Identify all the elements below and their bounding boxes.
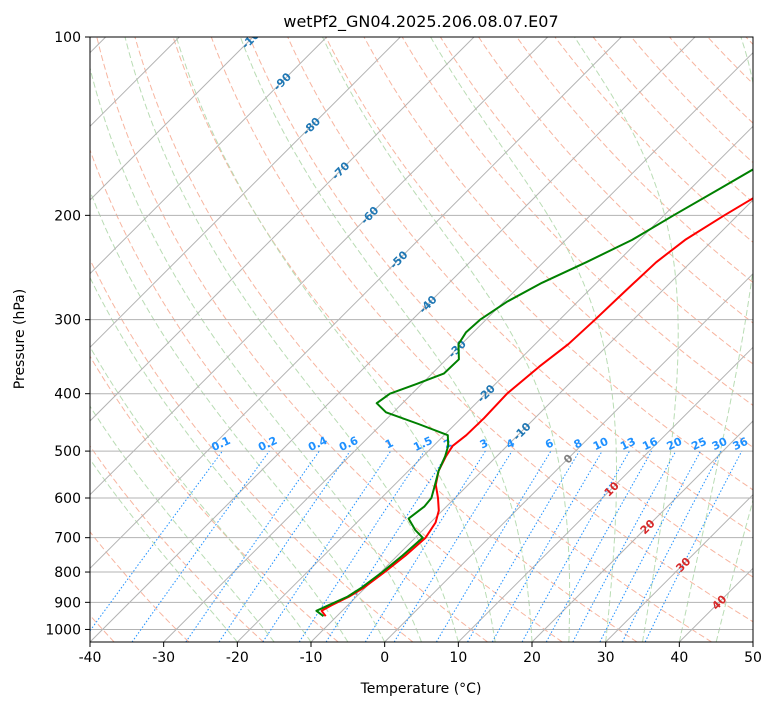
y-tick-label: 400 <box>54 387 81 403</box>
moist-adiabat <box>430 37 617 642</box>
mixing-ratio-label: 13 <box>618 435 637 453</box>
mixing-ratio-label: 25 <box>689 435 708 453</box>
x-tick-label: 50 <box>744 650 762 666</box>
isotherm <box>457 346 753 642</box>
y-tick-label: 600 <box>54 491 81 507</box>
moist-adiabat <box>90 276 349 642</box>
x-tick-label: -10 <box>300 650 323 666</box>
isotherm <box>531 420 753 642</box>
mixing-ratio-line <box>364 450 486 642</box>
x-tick-label: -20 <box>226 650 249 666</box>
isotherm <box>384 272 753 642</box>
mixing-ratio-label: 36 <box>731 435 751 453</box>
chart-title: wetPf2_GN04.2025.206.08.07.E07 <box>283 12 558 32</box>
moist-adiabat <box>90 65 422 642</box>
isotherm <box>90 37 475 422</box>
moist-adiabat <box>175 37 496 642</box>
plot-frame <box>89 36 754 643</box>
mixing-ratio-line <box>545 450 653 642</box>
moist-adiabat <box>90 345 312 642</box>
y-axis-label: Pressure (hPa) <box>12 289 28 389</box>
mixing-ratio-line <box>90 450 223 632</box>
isotherm <box>163 51 753 642</box>
dry-adiabat <box>249 37 753 578</box>
mixing-ratio-line <box>393 450 513 642</box>
x-tick-label: 30 <box>597 650 615 666</box>
y-tick-label: 100 <box>54 30 81 46</box>
isotherm <box>90 37 696 642</box>
y-tick-label: 500 <box>54 444 81 460</box>
dry-adiabat <box>325 37 753 491</box>
mixing-ratio-line <box>131 450 270 642</box>
mixing-ratio-line <box>521 450 630 642</box>
x-tick-label: 0 <box>380 650 389 666</box>
mixing-ratio-line <box>644 450 743 642</box>
moist-adiabat <box>239 37 533 642</box>
isotherm <box>310 199 753 642</box>
x-tick-label: 10 <box>449 650 467 666</box>
dry-adiabat <box>90 148 488 642</box>
isotherm <box>752 641 753 642</box>
y-tick-label: 1000 <box>45 622 81 638</box>
mixing-ratio-label: 30 <box>710 435 730 453</box>
mixing-ratio-line <box>185 450 320 642</box>
dry-adiabat <box>96 37 563 642</box>
y-tick-label: 300 <box>54 313 81 329</box>
dewpoint-line <box>315 168 753 617</box>
mixing-ratio-label: 10 <box>591 435 611 453</box>
plot-background <box>90 37 753 642</box>
dry-adiabat <box>134 37 638 642</box>
dry-adiabat <box>439 37 753 365</box>
x-tick-label: 40 <box>670 650 688 666</box>
moist-adiabat <box>90 189 386 642</box>
dry-adiabat <box>554 37 753 243</box>
moist-adiabat <box>322 37 571 642</box>
y-tick-label: 900 <box>54 595 81 611</box>
dry-adiabat <box>516 37 753 284</box>
mixing-ratio-line <box>599 450 701 642</box>
moist-adiabat <box>90 458 238 642</box>
isotherm <box>90 37 254 201</box>
dry-adiabat <box>210 37 753 623</box>
mixing-ratio-label: 16 <box>640 435 660 453</box>
y-tick-label: 800 <box>54 565 81 581</box>
dry-adiabat <box>363 37 753 448</box>
y-tick-label: 200 <box>54 208 81 224</box>
isotherm <box>90 37 328 275</box>
dry-adiabat <box>90 258 414 642</box>
dry-adiabat <box>478 37 753 324</box>
x-tick-label: 20 <box>523 650 541 666</box>
y-tick-label: 700 <box>54 531 81 547</box>
x-tick-label: -30 <box>152 650 175 666</box>
x-tick-label: -40 <box>79 650 102 666</box>
x-axis-label: Temperature (°C) <box>360 681 482 697</box>
mixing-ratio-line <box>298 450 425 642</box>
temperature-line <box>320 197 753 617</box>
mixing-ratio-line <box>491 450 603 642</box>
dry-adiabat <box>630 37 753 164</box>
axes: -40 -30 -20 -10 0 10 20 30 40 50 100 200 300 400 500 60… <box>45 30 762 666</box>
isotherm <box>90 37 401 349</box>
moist-adiabat <box>678 37 753 642</box>
isotherm <box>90 37 622 570</box>
dry-adiabat <box>90 531 190 642</box>
mixing-ratio-line <box>572 450 677 642</box>
dry-adiabat <box>401 37 753 406</box>
moist-adiabat <box>124 37 459 642</box>
dry-adiabat <box>592 37 753 203</box>
isotherm <box>236 125 753 642</box>
mixing-ratio-line <box>621 450 722 642</box>
mixing-ratio-label: 20 <box>665 435 685 453</box>
mixing-ratio-line <box>325 450 450 642</box>
isotherm <box>90 37 549 496</box>
moist-adiabat <box>574 37 679 642</box>
dry-adiabat <box>287 37 753 534</box>
mixing-ratio-line <box>218 450 351 642</box>
isotherm <box>605 493 753 642</box>
